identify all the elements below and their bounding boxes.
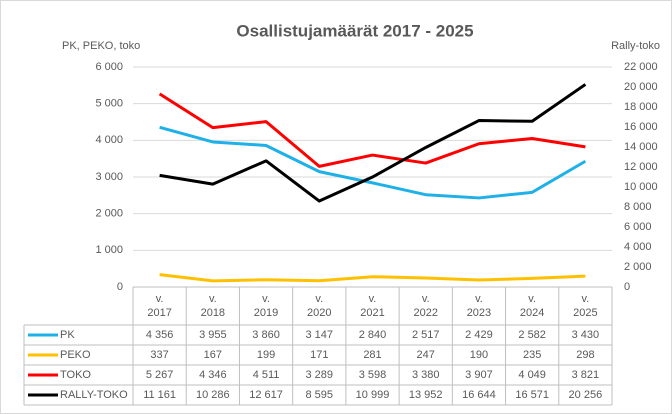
y-tick-label: 3 000 xyxy=(95,171,123,183)
y-tick-label: 0 xyxy=(117,281,123,293)
x-tick-label: v. 2023 xyxy=(466,293,492,319)
legend-label: PK xyxy=(60,329,75,341)
table-value: 298 xyxy=(576,349,594,361)
table-value: 3 860 xyxy=(252,329,280,341)
table-value: 235 xyxy=(523,349,541,361)
legend-label: RALLY-TOKO xyxy=(60,389,128,401)
table-value: 4 511 xyxy=(253,369,280,381)
series-line xyxy=(158,92,586,168)
table-value: 337 xyxy=(150,349,168,361)
legend-label: PEKO xyxy=(60,349,91,361)
y-axis-label: PK, PEKO, toko xyxy=(62,40,140,52)
table-value: 3 289 xyxy=(306,369,334,381)
table-value: 3 147 xyxy=(306,329,334,341)
x-tick-label: v. 2025 xyxy=(573,293,598,319)
x-tick-label: v. 2021 xyxy=(360,293,385,319)
x-tick-label: v. 2022 xyxy=(413,293,438,319)
y2-tick-label: 16 000 xyxy=(624,121,658,133)
table-value: 20 256 xyxy=(569,389,603,401)
y2-tick-label: 2 000 xyxy=(624,261,652,273)
x-tick-label: v. 2024 xyxy=(519,293,545,319)
y-tick-label: 5 000 xyxy=(95,98,123,110)
y-tick-label: 1 000 xyxy=(95,244,123,256)
table-value: 3 598 xyxy=(359,369,387,381)
chart-title: Osallistujamäärät 2017 - 2025 xyxy=(236,21,473,40)
y-tick-label: 6 000 xyxy=(95,61,123,73)
x-tick-label: v. 2020 xyxy=(307,293,332,319)
table-value: 281 xyxy=(363,349,381,361)
table-value: 11 161 xyxy=(143,389,176,401)
y-tick-label: 4 000 xyxy=(95,134,123,146)
table-value: 171 xyxy=(310,349,328,361)
legend-label: TOKO xyxy=(60,369,91,381)
y2-tick-label: 12 000 xyxy=(624,161,658,173)
y2-tick-label: 4 000 xyxy=(624,241,652,253)
table-value: 3 380 xyxy=(412,369,440,381)
table-value: 167 xyxy=(204,349,222,361)
table-value: 10 286 xyxy=(196,389,230,401)
table-value: 199 xyxy=(257,349,275,361)
y-tick-label: 2 000 xyxy=(95,208,123,220)
table-value: 3 821 xyxy=(572,369,600,381)
table-value: 8 595 xyxy=(306,389,334,401)
table-value: 4 346 xyxy=(199,369,227,381)
table-value: 5 267 xyxy=(146,369,174,381)
table-value: 2 840 xyxy=(359,329,387,341)
table-value: 3 430 xyxy=(572,329,600,341)
x-tick-label: v. 2019 xyxy=(253,293,279,319)
series-line xyxy=(159,273,586,283)
y2-tick-label: 20 000 xyxy=(624,81,658,93)
y2-tick-label: 8 000 xyxy=(624,201,652,213)
table-value: 3 955 xyxy=(199,329,227,341)
table-value: 247 xyxy=(417,349,435,361)
table-value: 4 356 xyxy=(146,329,174,341)
y2-tick-label: 18 000 xyxy=(624,101,658,113)
table-value: 2 517 xyxy=(412,329,440,341)
y2-tick-label: 14 000 xyxy=(624,141,658,153)
series-line xyxy=(159,83,587,203)
table-value: 2 429 xyxy=(465,329,493,341)
table-value: 3 907 xyxy=(465,369,493,381)
table-value: 4 049 xyxy=(518,369,546,381)
table-value: 190 xyxy=(470,349,488,361)
y2-axis-label: Rally-toko xyxy=(611,40,660,52)
y2-tick-label: 22 000 xyxy=(624,61,658,73)
y2-tick-label: 0 xyxy=(624,281,630,293)
table-value: 10 999 xyxy=(356,389,390,401)
table-value: 13 952 xyxy=(409,389,443,401)
y2-tick-label: 10 000 xyxy=(624,181,658,193)
x-tick-label: v. 2017 xyxy=(147,293,172,319)
table-value: 16 571 xyxy=(515,389,549,401)
y2-tick-label: 6 000 xyxy=(624,221,652,233)
x-tick-label: v. 2018 xyxy=(200,293,226,319)
table-value: 16 644 xyxy=(462,389,496,401)
table-value: 2 582 xyxy=(518,329,546,341)
series-line xyxy=(159,125,587,200)
table-value: 12 617 xyxy=(249,389,283,401)
